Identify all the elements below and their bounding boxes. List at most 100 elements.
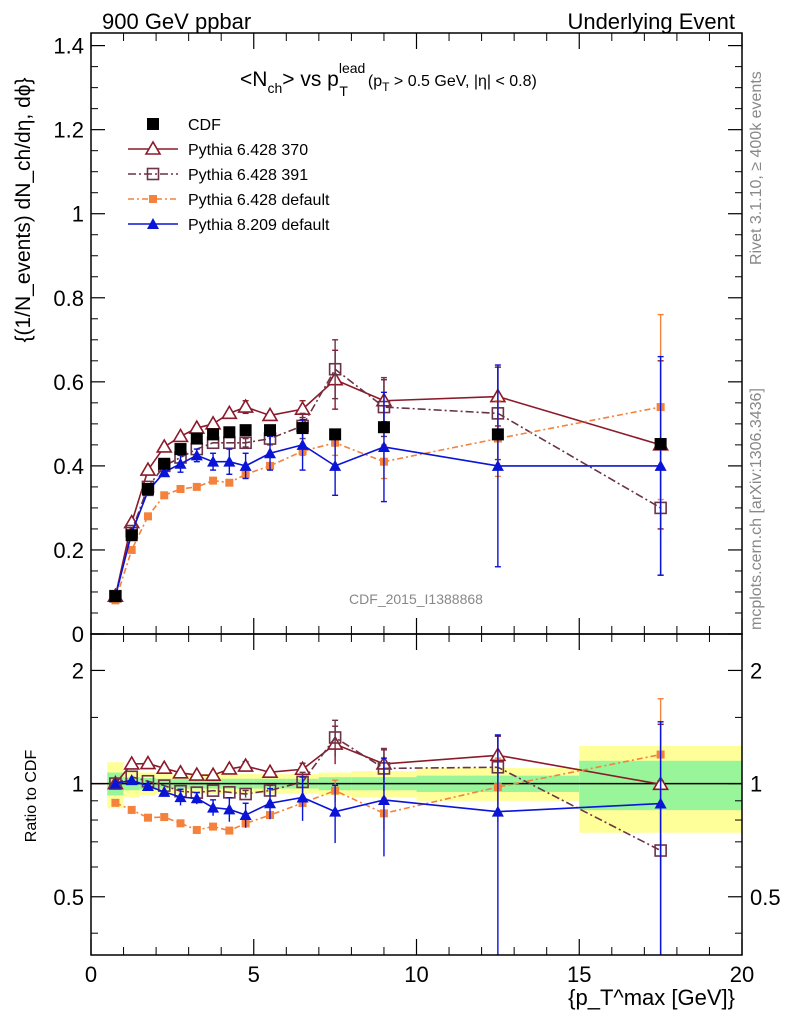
- x-tick-label: 5: [248, 962, 260, 987]
- ratio-point: [220, 760, 238, 775]
- data-point: [207, 455, 220, 467]
- data-point: [225, 478, 234, 487]
- ratio-axis-label: Ratio to CDF: [23, 750, 40, 843]
- legend-marker: [144, 140, 162, 155]
- data-point: [207, 428, 220, 441]
- data-point: [127, 545, 136, 554]
- y-tick-label: 1.4: [53, 34, 84, 59]
- y-tick-label: 0.2: [53, 538, 84, 563]
- title-main-mid: > vs p: [282, 68, 339, 91]
- legend-marker: [149, 195, 157, 203]
- ratio-point: [174, 791, 187, 803]
- legend-marker: [147, 118, 159, 130]
- y-tick-label: 0.4: [53, 454, 84, 479]
- data-point: [209, 476, 218, 485]
- data-point: [190, 449, 203, 461]
- data-point: [377, 421, 390, 434]
- data-point: [143, 512, 152, 521]
- title-main-sub: ch: [267, 80, 282, 96]
- data-point: [377, 440, 390, 452]
- legend-label: Pythia 6.428 391: [188, 167, 308, 184]
- ratio-point: [139, 754, 157, 770]
- data-point: [190, 432, 203, 445]
- title-main-sup: lead: [339, 60, 365, 76]
- ratio-point: [204, 766, 222, 782]
- legend-marker: [146, 167, 160, 181]
- mcplots-label: mcplots.cern.ch [arXiv:1306.3436]: [748, 388, 765, 630]
- ratio-point: [209, 822, 218, 831]
- ratio-point: [125, 774, 138, 786]
- data-point: [141, 483, 154, 496]
- data-point: [223, 426, 236, 439]
- data-point: [160, 491, 169, 500]
- x-axis-label: {p_T^max [GeV]}: [568, 985, 735, 1010]
- ratio-line: [115, 753, 661, 832]
- ratio-point: [111, 798, 120, 807]
- data-point: [158, 466, 171, 478]
- y-tick-label: 0: [72, 622, 84, 647]
- ratio-point: [377, 793, 390, 805]
- title-cuts: (p: [368, 73, 382, 90]
- ratio-y-tick-label-right: 0.5: [750, 885, 781, 910]
- ratio-point: [192, 825, 201, 834]
- ratio-point: [237, 757, 255, 772]
- y-tick-label: 1.2: [53, 118, 84, 143]
- title-cuts-sub: T: [382, 80, 390, 94]
- ratio-y-tick-label: 0.5: [53, 885, 84, 910]
- legend: CDF Pythia 6.428 370 Pythia 6.428 391 Pythi…: [128, 117, 330, 234]
- ratio-line: [115, 736, 661, 852]
- title-cuts-rest: > 0.5 GeV, |η| < 0.8): [389, 73, 536, 90]
- data-point: [264, 447, 277, 459]
- ratio-point: [176, 819, 185, 828]
- data-point: [264, 424, 277, 437]
- data-point: [109, 590, 122, 603]
- ratio-point: [158, 785, 171, 797]
- data-point: [172, 427, 189, 443]
- ratio-point: [109, 777, 122, 789]
- axes: 0 0.2 0.4 0.6 0.8 1 1.2 1.4 0 5 10 15 20 0.5 0.5 1 1 2 2: [53, 32, 781, 987]
- ratio-point: [155, 759, 173, 775]
- x-tick-label: 20: [730, 962, 754, 987]
- ratio-point: [329, 805, 342, 817]
- data-point: [176, 485, 185, 494]
- ratio-point: [127, 805, 136, 814]
- data-point: [125, 529, 138, 542]
- ratio-point: [261, 763, 279, 779]
- header-left: 900 GeV ppbar: [102, 9, 251, 34]
- legend-label: Pythia 6.428 default: [188, 192, 330, 209]
- legend-label: Pythia 6.428 370: [188, 142, 308, 159]
- data-point: [192, 482, 201, 491]
- data-point: [654, 438, 667, 451]
- x-tick-label: 10: [404, 962, 428, 987]
- plot-title: <Nch> vs plead T(pT > 0.5 GeV, |η| < 0.8): [240, 60, 537, 99]
- data-point: [239, 459, 252, 471]
- ratio-point: [491, 805, 504, 817]
- data-point: [174, 443, 187, 456]
- x-tick-label: 15: [567, 962, 591, 987]
- data-point: [491, 428, 504, 441]
- ratio-panel: [107, 698, 670, 955]
- ratio-point: [223, 803, 236, 815]
- data-point: [328, 362, 342, 376]
- data-point: [174, 457, 187, 469]
- ratio-point: [654, 797, 667, 809]
- ratio-point: [190, 792, 203, 804]
- legend-marker: [147, 218, 159, 229]
- data-point: [654, 459, 667, 471]
- data-point: [220, 404, 238, 420]
- ratio-y-tick-label: 1: [72, 772, 84, 797]
- ratio-point: [206, 784, 220, 797]
- ratio-y-tick-label: 2: [72, 658, 84, 683]
- y-tick-label: 0.8: [53, 286, 84, 311]
- ratio-point: [239, 787, 252, 801]
- data-point: [261, 406, 279, 422]
- data-point: [139, 461, 157, 476]
- data-point: [296, 422, 309, 435]
- data-point: [223, 455, 236, 467]
- series-line: [114, 368, 662, 597]
- data-point: [491, 459, 504, 471]
- data-point: [329, 459, 342, 471]
- data-point: [296, 438, 309, 450]
- ratio-y-tick-label-right: 2: [750, 658, 762, 683]
